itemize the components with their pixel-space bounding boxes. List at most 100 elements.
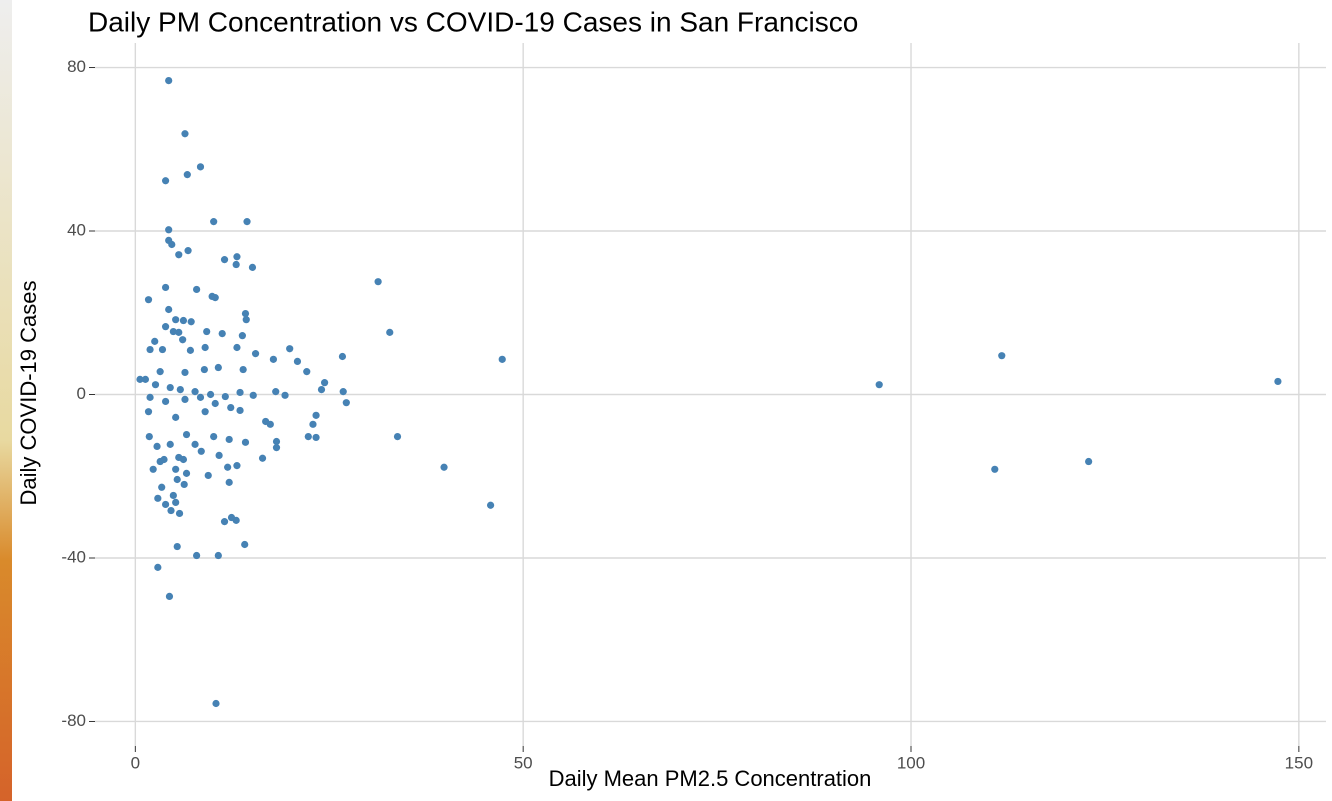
y-tick-label: -80 [61,711,86,730]
point [176,385,184,394]
point [242,316,250,324]
point [187,318,195,326]
point [173,542,181,551]
point [172,498,180,507]
point [312,433,320,442]
point [221,392,229,401]
point [338,352,347,361]
point [161,397,170,406]
point [304,432,312,441]
point [166,383,174,392]
point [317,385,326,394]
point [486,501,495,509]
point [203,327,211,336]
point [241,540,249,549]
point [1085,457,1093,466]
point [179,336,187,344]
point [204,471,212,480]
point [249,391,257,399]
point [312,411,320,419]
point [172,465,180,473]
point [241,438,250,446]
point [233,253,241,261]
point [165,77,173,85]
point [167,506,175,515]
point [321,379,329,387]
point [141,375,150,383]
point [233,462,241,470]
point [179,316,188,325]
point [181,395,189,404]
point [168,240,176,249]
point [165,226,173,234]
point [161,177,170,185]
point [193,285,201,294]
point [236,388,244,397]
point [220,256,229,264]
point [136,375,144,383]
point [169,327,177,336]
point [238,332,246,340]
point [214,551,222,560]
point [161,323,170,331]
point [154,494,162,502]
point [191,440,199,448]
point [144,296,153,304]
point [875,381,883,389]
point [211,399,219,408]
point [241,309,250,318]
point [212,699,220,708]
point [206,390,215,399]
point [374,278,382,286]
point [156,368,164,376]
point [201,343,209,352]
point [184,247,192,255]
point [196,163,205,171]
point [175,328,183,336]
point [232,260,240,269]
point [210,218,218,226]
point [161,283,170,292]
point [440,463,448,471]
point [158,483,166,491]
point [196,393,205,401]
point [169,491,177,500]
point [293,357,302,365]
point [227,403,235,412]
point [156,457,164,466]
window-edge [0,0,12,801]
point [339,388,347,396]
point [991,465,999,473]
point [266,420,274,428]
point [286,345,294,353]
x-tick-label: 50 [514,753,533,772]
point [146,345,154,354]
point [243,218,251,226]
y-axis-label: Daily COVID-19 Cases [16,281,41,506]
point [181,130,189,138]
point [201,408,209,416]
point [393,432,402,441]
point [154,563,162,571]
point [210,432,218,441]
x-tick-label: 100 [897,753,925,772]
point [309,420,317,428]
point [175,509,184,518]
point [232,516,240,524]
point [215,451,223,459]
y-tick-label: 80 [67,57,86,76]
point [179,455,188,464]
point [225,478,233,486]
y-tick-label: 40 [67,220,86,239]
point [498,355,506,363]
point [197,447,205,455]
point [181,368,189,377]
point [211,294,219,302]
point [165,305,173,314]
x-tick-label: 150 [1285,753,1313,772]
point [186,346,195,354]
point [272,437,281,446]
point [225,435,233,444]
point [386,328,394,336]
